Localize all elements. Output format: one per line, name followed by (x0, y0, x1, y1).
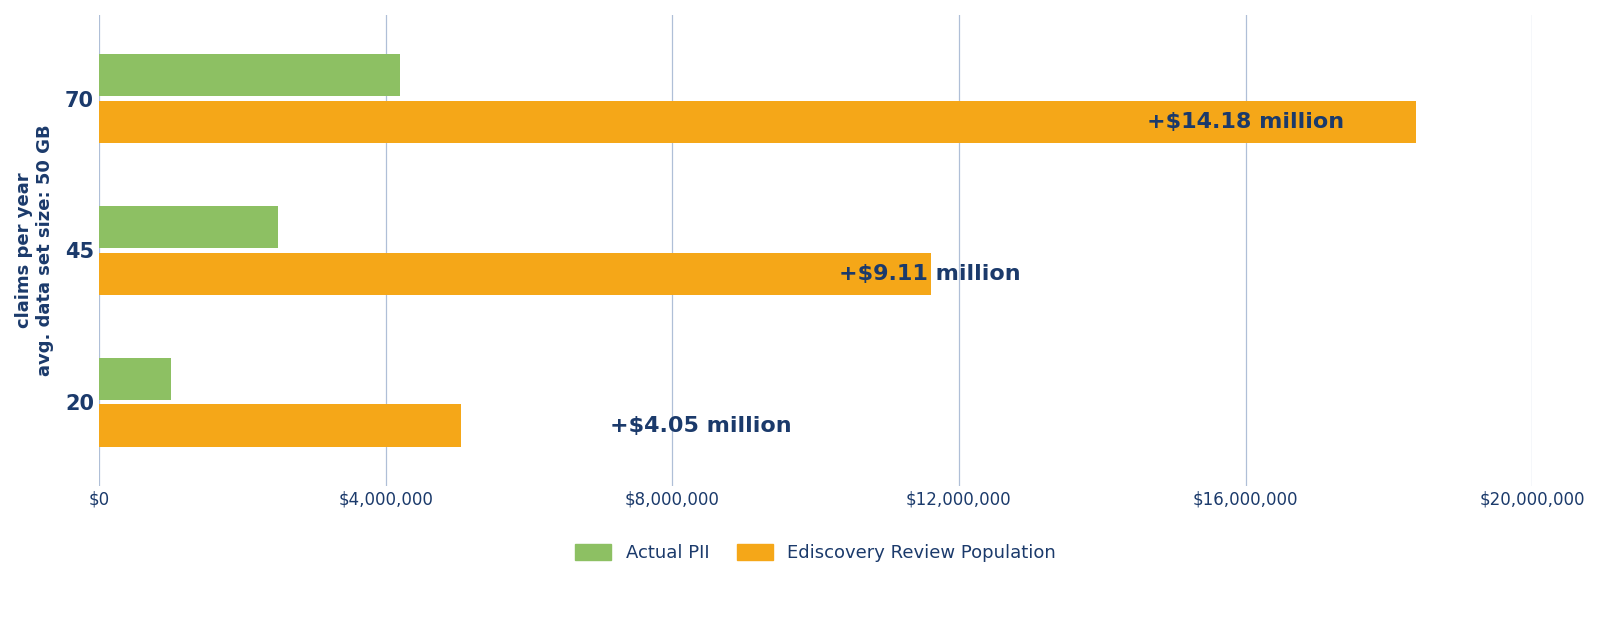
Bar (99, 252, 931, 295)
Text: +$4.05 million: +$4.05 million (610, 415, 792, 436)
Bar (99, 101, 1416, 143)
Y-axis label: claims per year
avg. data set size: 50 GB: claims per year avg. data set size: 50 G… (14, 125, 54, 376)
Text: +$9.11 million: +$9.11 million (840, 264, 1021, 284)
Bar (99, 358, 171, 400)
Legend: Actual PII, Ediscovery Review Population: Actual PII, Ediscovery Review Population (566, 535, 1066, 571)
Bar (99, 205, 278, 248)
Bar (99, 54, 400, 96)
Text: +$14.18 million: +$14.18 million (1147, 112, 1344, 132)
Bar (99, 404, 461, 447)
